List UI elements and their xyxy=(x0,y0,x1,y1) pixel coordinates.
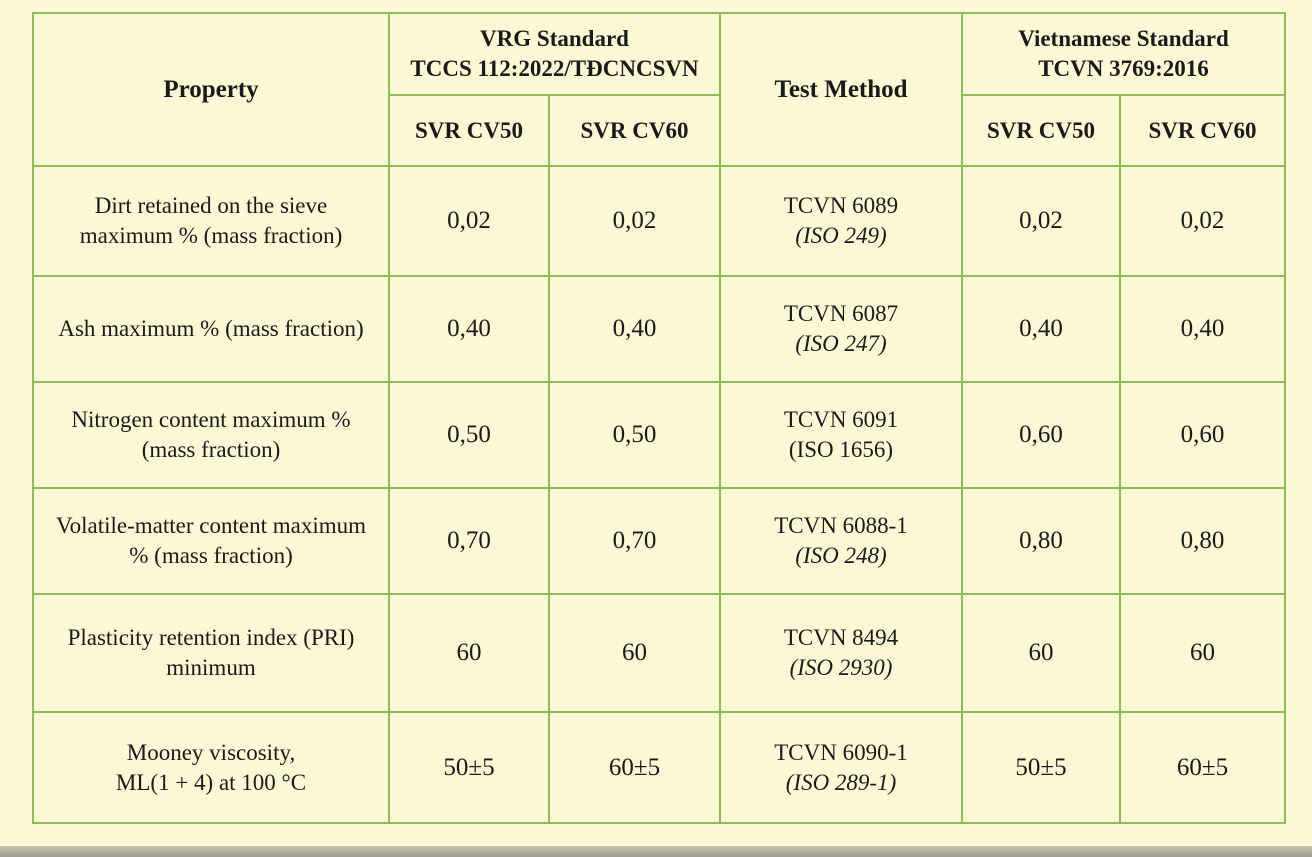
header-row: SVR CV50 SVR CV60 SVR CV50 SVR CV60 xyxy=(33,94,1286,167)
method-line: TCVN 6089 xyxy=(783,193,899,218)
method-cell: TCVN 8494 (ISO 2930) xyxy=(719,593,963,713)
value-cell: 0,80 xyxy=(961,487,1121,595)
property-line: Plasticity retention index (PRI) xyxy=(67,625,355,650)
property-line: Ash maximum % (mass fraction) xyxy=(58,316,364,341)
value-cell: 0,40 xyxy=(548,275,721,383)
header-cell: Test Method xyxy=(719,12,963,167)
header-cell: Property xyxy=(32,12,390,167)
grade-cell: SVR CV60 xyxy=(548,94,721,167)
value-cell: 60±5 xyxy=(548,711,721,824)
value-cell: 0,70 xyxy=(548,487,721,595)
value-cell: 0,60 xyxy=(961,381,1121,489)
method-line: (ISO 248) xyxy=(795,543,887,568)
property-cell: Volatile-matter content maximum % (mass f… xyxy=(32,487,390,595)
grade-cell: SVR CV50 xyxy=(961,94,1121,167)
body-row: Ash maximum % (mass fraction) 0,40 0,40 TCV… xyxy=(32,275,1286,383)
body-row: Volatile-matter content maximum % (mass f… xyxy=(32,487,1286,595)
value-cell: 0,80 xyxy=(1119,487,1286,595)
property-line: maximum % (mass fraction) xyxy=(79,223,343,248)
property-line: Nitrogen content maximum % xyxy=(71,407,351,432)
header-cell: Vietnamese Standard TCVN 3769:2016 xyxy=(961,12,1286,96)
value-cell: 0,40 xyxy=(388,275,550,383)
method-line: TCVN 6090-1 xyxy=(774,739,908,765)
property-line: Dirt retained on the sieve xyxy=(94,193,328,218)
value-cell: 0,40 xyxy=(1119,275,1286,383)
body-row: Mooney viscosity, ML(1 + 4) at 100 °C 50±5… xyxy=(32,711,1286,824)
header-line: VRG Standard xyxy=(480,26,629,51)
value-cell: 0,50 xyxy=(388,381,550,489)
method-line: TCVN 6087 xyxy=(783,301,899,326)
property-cell: Mooney viscosity, ML(1 + 4) at 100 °C xyxy=(32,711,390,824)
property-line: % (mass fraction) xyxy=(129,543,293,568)
value-cell: 0,70 xyxy=(388,487,550,595)
body-row: Nitrogen content maximum % (mass fraction… xyxy=(32,381,1286,489)
table-wrap: Property VRG Standard TCCS 112:2022/TĐCNC… xyxy=(32,12,1286,824)
value-cell: 60±5 xyxy=(1119,711,1286,824)
method-cell: TCVN 6090-1 (ISO 289-1) xyxy=(719,711,963,824)
value-cell: 60 xyxy=(548,593,721,713)
value-cell: 0,40 xyxy=(961,275,1121,383)
body-row: Plasticity retention index (PRI) minimum 6… xyxy=(32,593,1286,713)
method-line: (ISO 1656) xyxy=(788,437,894,462)
property-line: Volatile-matter content maximum xyxy=(56,513,366,538)
method-line: (ISO 2930) xyxy=(789,655,893,680)
property-cell: Dirt retained on the sieve maximum % (mas… xyxy=(32,165,390,277)
method-cell: TCVN 6091 (ISO 1656) xyxy=(719,381,963,489)
property-cell: Nitrogen content maximum % (mass fraction… xyxy=(32,381,390,489)
table-head: Property VRG Standard TCCS 112:2022/TĐCNC… xyxy=(32,12,1286,167)
property-line: Mooney viscosity, xyxy=(126,739,296,765)
property-cell: Ash maximum % (mass fraction) xyxy=(32,275,390,383)
value-cell: 50±5 xyxy=(388,711,550,824)
method-line: TCVN 6091 xyxy=(783,407,899,432)
method-line: TCVN 8494 xyxy=(783,625,899,650)
spec-table: Property VRG Standard TCCS 112:2022/TĐCNC… xyxy=(32,12,1286,824)
grade-cell: SVR CV60 xyxy=(1119,94,1286,167)
method-cell: TCVN 6087 (ISO 247) xyxy=(719,275,963,383)
value-cell: 0,02 xyxy=(961,165,1121,277)
bottom-strip xyxy=(0,846,1312,857)
value-cell: 60 xyxy=(388,593,550,713)
method-line: (ISO 289-1) xyxy=(785,769,897,795)
header-line: TCCS 112:2022/TĐCNCSVN xyxy=(410,56,699,81)
header-line: Vietnamese Standard xyxy=(1018,26,1229,51)
header-cell: VRG Standard TCCS 112:2022/TĐCNCSVN xyxy=(388,12,721,96)
value-cell: 0,02 xyxy=(1119,165,1286,277)
value-cell: 50±5 xyxy=(961,711,1121,824)
value-cell: 0,02 xyxy=(388,165,550,277)
property-line: (mass fraction) xyxy=(141,437,281,462)
method-cell: TCVN 6089 (ISO 249) xyxy=(719,165,963,277)
header-line: TCVN 3769:2016 xyxy=(1038,56,1209,81)
table-body: Dirt retained on the sieve maximum % (mas… xyxy=(32,165,1286,824)
method-line: (ISO 247) xyxy=(795,331,887,356)
value-cell: 0,50 xyxy=(548,381,721,489)
header-row: Property VRG Standard TCCS 112:2022/TĐCNC… xyxy=(32,12,1286,167)
property-line: minimum xyxy=(166,655,256,680)
method-line: (ISO 249) xyxy=(795,223,887,248)
method-cell: TCVN 6088-1 (ISO 248) xyxy=(719,487,963,595)
grade-cell: SVR CV50 xyxy=(388,94,550,167)
value-cell: 60 xyxy=(1119,593,1286,713)
body-row: Dirt retained on the sieve maximum % (mas… xyxy=(32,165,1286,277)
method-line: TCVN 6088-1 xyxy=(774,513,908,538)
property-line: ML(1 + 4) at 100 °C xyxy=(115,769,307,795)
value-cell: 60 xyxy=(961,593,1121,713)
value-cell: 0,60 xyxy=(1119,381,1286,489)
property-cell: Plasticity retention index (PRI) minimum xyxy=(32,593,390,713)
value-cell: 0,02 xyxy=(548,165,721,277)
